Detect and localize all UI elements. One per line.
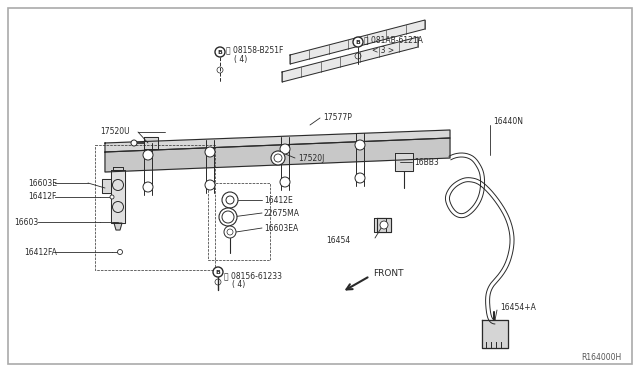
Text: < 3 >: < 3 > <box>372 45 394 55</box>
Polygon shape <box>144 137 158 149</box>
Polygon shape <box>105 138 450 172</box>
Text: FRONT: FRONT <box>373 269 403 279</box>
Polygon shape <box>114 223 122 230</box>
Polygon shape <box>377 218 391 232</box>
Text: 16454: 16454 <box>326 235 350 244</box>
Text: 16412E: 16412E <box>264 196 292 205</box>
Text: 16412F: 16412F <box>29 192 57 201</box>
Text: Ⓑ 08158-B251F: Ⓑ 08158-B251F <box>226 45 284 55</box>
Polygon shape <box>290 20 425 64</box>
Circle shape <box>143 182 153 192</box>
Circle shape <box>355 140 365 150</box>
Text: 16603EA: 16603EA <box>264 224 298 232</box>
Circle shape <box>227 229 233 235</box>
Text: B: B <box>216 269 220 275</box>
Polygon shape <box>282 37 418 82</box>
Polygon shape <box>105 130 450 152</box>
Text: 16454+A: 16454+A <box>500 304 536 312</box>
Circle shape <box>110 195 114 199</box>
Text: ( 4): ( 4) <box>232 280 245 289</box>
Text: Ⓑ 081AB-6121A: Ⓑ 081AB-6121A <box>364 35 423 45</box>
Polygon shape <box>395 153 413 171</box>
Text: Ⓑ 08156-61233: Ⓑ 08156-61233 <box>224 272 282 280</box>
Text: 16BB3: 16BB3 <box>414 157 439 167</box>
Text: ( 4): ( 4) <box>234 55 247 64</box>
Circle shape <box>118 250 122 254</box>
Text: 16440N: 16440N <box>493 116 523 125</box>
Circle shape <box>222 192 238 208</box>
Text: 17520J: 17520J <box>298 154 324 163</box>
Circle shape <box>219 208 237 226</box>
Polygon shape <box>374 218 386 232</box>
Text: 16412FA: 16412FA <box>24 247 57 257</box>
Circle shape <box>226 196 234 204</box>
Polygon shape <box>111 170 125 223</box>
Circle shape <box>215 47 225 57</box>
Circle shape <box>355 173 365 183</box>
Text: B: B <box>218 49 223 55</box>
Circle shape <box>353 37 363 47</box>
Circle shape <box>131 140 137 146</box>
Circle shape <box>224 226 236 238</box>
Circle shape <box>280 144 290 154</box>
Text: 22675MA: 22675MA <box>264 208 300 218</box>
Polygon shape <box>102 179 111 193</box>
Text: 16603: 16603 <box>13 218 38 227</box>
Circle shape <box>205 147 215 157</box>
Text: 17520U: 17520U <box>100 126 130 135</box>
Circle shape <box>205 180 215 190</box>
Text: B: B <box>356 39 360 45</box>
Text: 16603E: 16603E <box>28 179 57 187</box>
Circle shape <box>280 177 290 187</box>
Circle shape <box>380 221 388 229</box>
Circle shape <box>143 150 153 160</box>
Circle shape <box>271 151 285 165</box>
Circle shape <box>222 211 234 223</box>
Polygon shape <box>482 320 508 348</box>
Circle shape <box>274 154 282 162</box>
Text: R164000H: R164000H <box>582 353 622 362</box>
Text: 17577P: 17577P <box>323 112 352 122</box>
Polygon shape <box>113 167 123 170</box>
Circle shape <box>213 267 223 277</box>
